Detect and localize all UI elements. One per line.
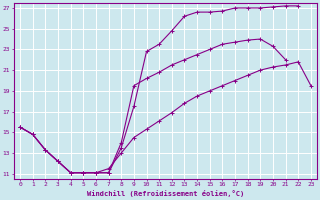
X-axis label: Windchill (Refroidissement éolien,°C): Windchill (Refroidissement éolien,°C) <box>87 190 244 197</box>
